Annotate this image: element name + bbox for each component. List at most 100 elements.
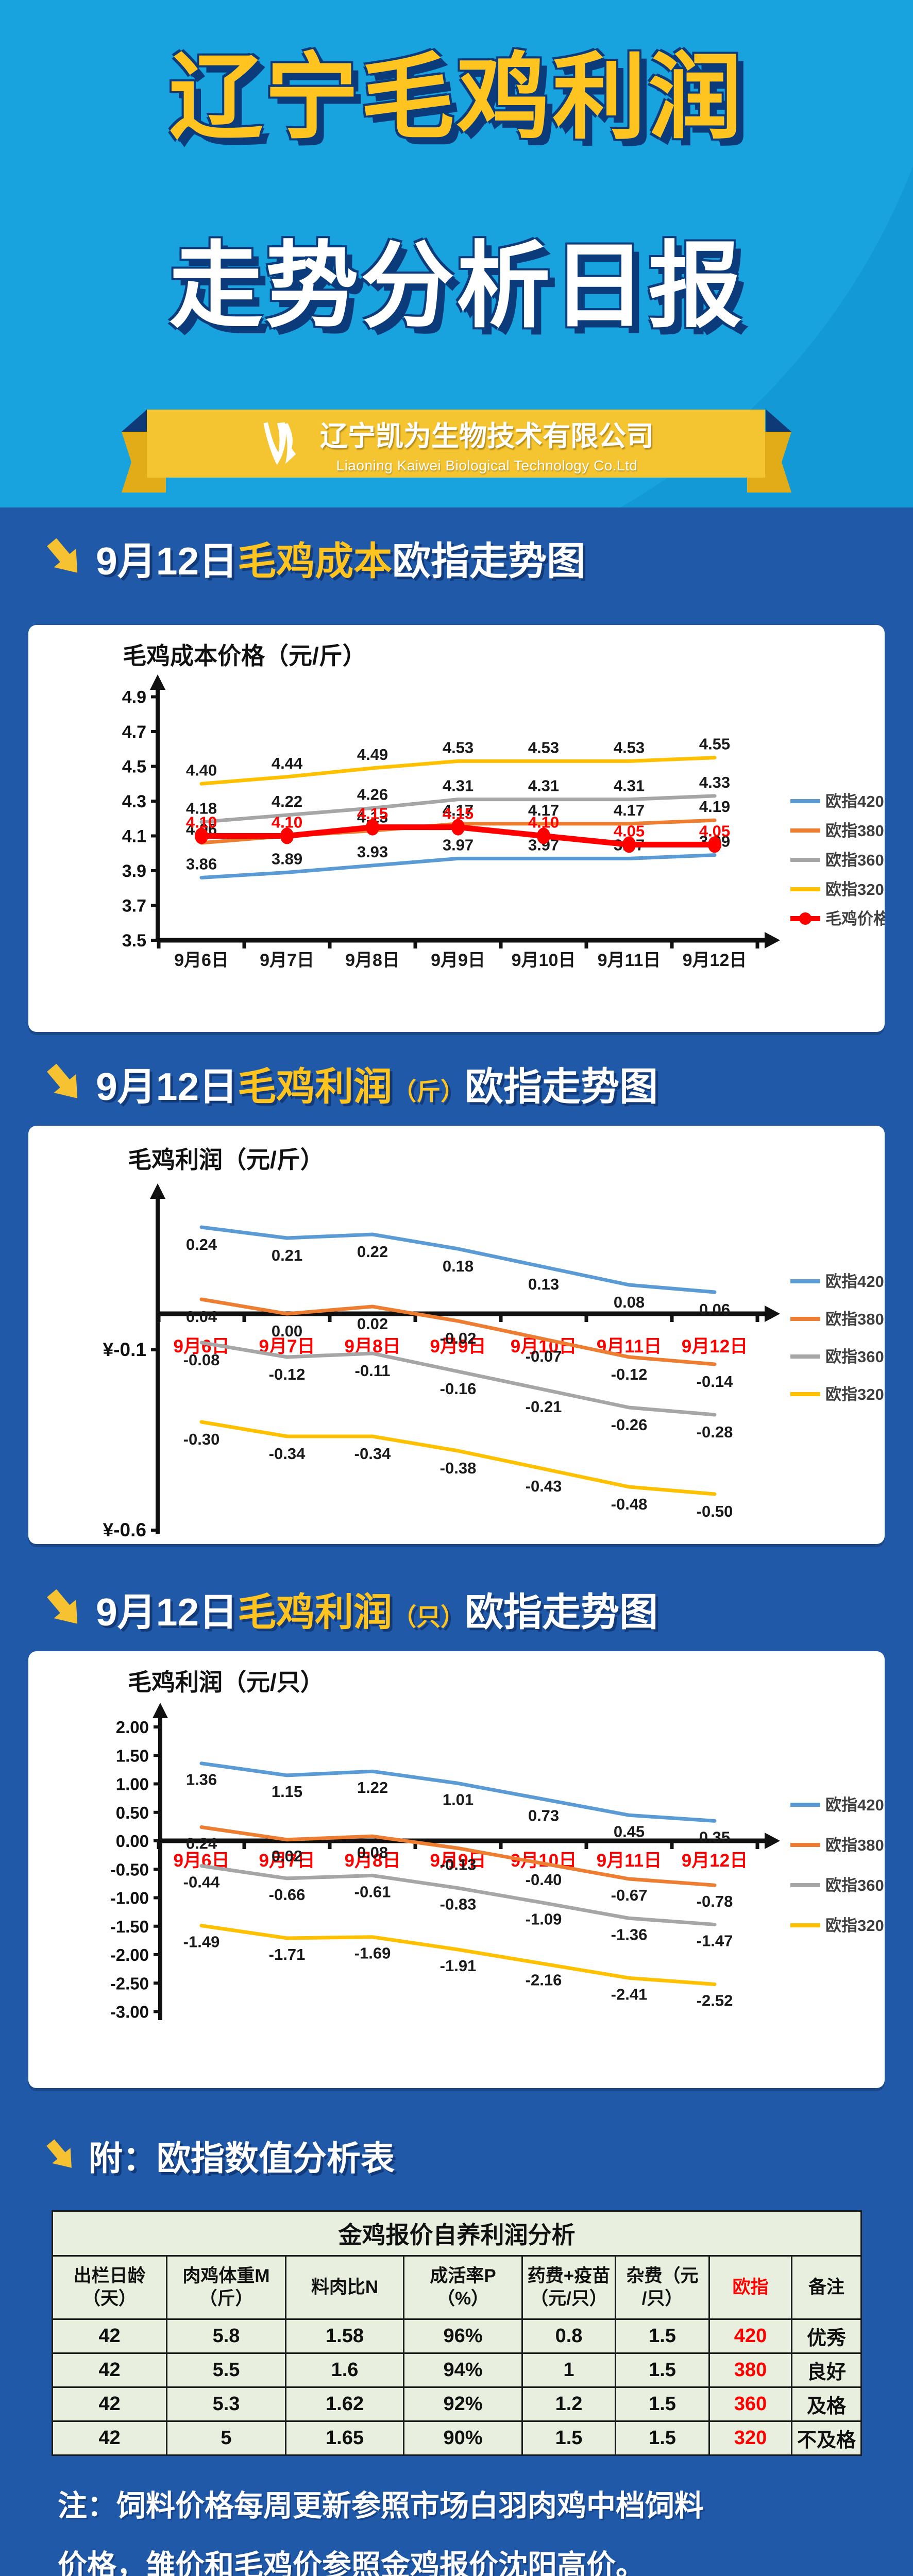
y-tick-label: 1.50 <box>116 1746 149 1765</box>
data-label: 0.21 <box>272 1246 302 1264</box>
y-tick-label: 2.00 <box>116 1718 149 1737</box>
arrow-icon <box>47 538 78 573</box>
y-tick-label: 3.7 <box>122 896 146 916</box>
y-tick-label: 4.1 <box>122 827 146 846</box>
data-label: 4.31 <box>443 777 474 795</box>
data-label: 0.18 <box>443 1257 474 1275</box>
x-axis-arrow <box>765 932 780 948</box>
table-header-cell: 药费+疫苗 （元/只） <box>521 2255 616 2320</box>
section-title-suffix: 欧指走势图 <box>392 539 586 583</box>
data-label: 0.02 <box>272 1847 302 1865</box>
legend-label: 欧指380 <box>825 1310 884 1328</box>
company-name-cn: 辽宁凯为生物技术有限公司 <box>320 421 654 452</box>
data-label: 0.02 <box>357 1315 388 1333</box>
data-label: -2.52 <box>697 1991 733 2009</box>
arrow-icon <box>47 1589 78 1624</box>
data-label: 0.08 <box>614 1293 645 1311</box>
table-cell: 5.5 <box>166 2352 286 2388</box>
table-cell: 1.6 <box>285 2352 404 2388</box>
data-label: -0.30 <box>183 1430 220 1448</box>
y-tick-label: 4.5 <box>122 757 146 777</box>
table-cell: 1.5 <box>521 2420 616 2456</box>
section-header-profit-bird-chart: 9月12日毛鸡利润（只）欧指走势图 <box>44 1581 658 1637</box>
table-cell: 1 <box>521 2352 616 2388</box>
legend-item-4: 毛鸡价格 <box>790 910 885 928</box>
x-axis-arrow <box>765 1833 780 1849</box>
data-label: 4.26 <box>357 786 388 804</box>
data-label: -2.41 <box>611 1985 648 2003</box>
ribbon-fold-left <box>122 410 147 432</box>
data-label: -0.08 <box>183 1351 220 1369</box>
data-label: -1.71 <box>269 1945 306 1963</box>
data-label: 0.45 <box>614 1822 645 1840</box>
data-label: 4.10 <box>528 814 559 832</box>
legend-item-0: 欧指420 <box>790 792 884 810</box>
data-label: 4.49 <box>357 745 388 764</box>
data-label: 0.13 <box>528 1275 559 1293</box>
table-cell: 420 <box>708 2318 792 2354</box>
data-label: 3.93 <box>357 843 388 861</box>
data-label: 4.15 <box>443 805 474 823</box>
data-label: 4.22 <box>272 792 302 810</box>
table-cell: 不及格 <box>791 2420 862 2456</box>
company-logo-icon <box>263 422 296 465</box>
legend-label: 欧指360 <box>825 1876 884 1894</box>
data-label: -0.48 <box>611 1495 648 1513</box>
data-label: -1.91 <box>440 1957 477 1975</box>
data-label: 4.40 <box>186 761 217 779</box>
legend-label: 欧指380 <box>825 822 884 840</box>
data-label: 0.22 <box>357 1243 388 1261</box>
data-label: 3.89 <box>272 850 302 868</box>
y-tick-label: ¥-0.1 <box>103 1339 146 1360</box>
series-point-marker <box>451 819 465 836</box>
data-label: -1.47 <box>697 1931 733 1950</box>
y-tick-label: -1.50 <box>110 1917 149 1936</box>
legend-label: 欧指420 <box>825 792 884 810</box>
x-category-label: 9月8日 <box>345 951 400 970</box>
table-cell: 92% <box>403 2386 523 2422</box>
chart-title: 毛鸡成本价格（元/斤） <box>123 642 366 669</box>
note-text: 注：饲料价格每周更新参照市场白羽肉鸡中档饲料 价格，雏价和毛鸡价参照金鸡报价沈阳… <box>58 2476 704 2576</box>
analysis-table-wrap: 金鸡报价自养利润分析 出栏日龄 （天） 肉鸡体重M （斤） 料肉比N 成活率P （%） 药费+疫… <box>52 2210 862 2456</box>
data-label: -0.12 <box>611 1365 648 1383</box>
chart-2-series-1-line <box>199 1297 717 1366</box>
data-label: -0.12 <box>269 1365 306 1383</box>
legend-item-3: 欧指320 <box>790 880 884 899</box>
table-cell: 42 <box>52 2420 167 2456</box>
section-header-cost-chart: 9月12日毛鸡成本欧指走势图 <box>44 530 585 586</box>
series-point-marker <box>537 827 550 844</box>
data-label: 4.05 <box>614 822 645 840</box>
data-label: -0.21 <box>526 1398 562 1416</box>
x-category-label: 9月11日 <box>598 951 661 970</box>
data-label: 3.86 <box>186 855 217 873</box>
chart-title: 毛鸡利润（元/斤） <box>128 1146 324 1173</box>
data-label: 4.53 <box>528 738 559 756</box>
y-axis-arrow <box>150 674 165 690</box>
company-banner: 辽宁凯为生物技术有限公司 Liaoning Kaiwei Biological … <box>147 410 765 478</box>
data-label: 4.31 <box>614 777 645 795</box>
table-cell: 5.3 <box>166 2386 286 2422</box>
table-header-cell: 出栏日龄 （天） <box>52 2255 167 2320</box>
data-label: -1.09 <box>526 1910 562 1928</box>
data-label: 1.01 <box>443 1790 474 1808</box>
legend-item-0: 欧指420 <box>790 1796 884 1814</box>
ribbon-fold-right <box>766 410 791 432</box>
y-tick-label: -1.00 <box>110 1889 149 1908</box>
data-label: -0.66 <box>269 1886 306 1904</box>
x-category-label: 9月9日 <box>431 951 485 970</box>
x-category-label: 9月9日 <box>430 1851 486 1871</box>
data-label: 4.53 <box>443 738 474 756</box>
data-label: 0.24 <box>186 1235 217 1253</box>
legend-item-2: 欧指360 <box>790 1876 884 1894</box>
table-cell: 96% <box>403 2318 523 2354</box>
x-category-label: 9月6日 <box>174 951 229 970</box>
data-label: -0.67 <box>611 1886 648 1904</box>
chart-1-canvas: 毛鸡成本价格（元/斤） 3.5 3.7 3.9 4.1 4.3 4.5 4.7 4.9 9月6日 9… <box>122 642 885 970</box>
data-label: 0.04 <box>186 1308 217 1326</box>
table-cell: 5.8 <box>166 2318 286 2354</box>
data-label: -0.61 <box>354 1883 391 1901</box>
section-title-highlight: 毛鸡利润 <box>238 1065 393 1108</box>
y-tick-label: -2.50 <box>110 1974 149 1993</box>
